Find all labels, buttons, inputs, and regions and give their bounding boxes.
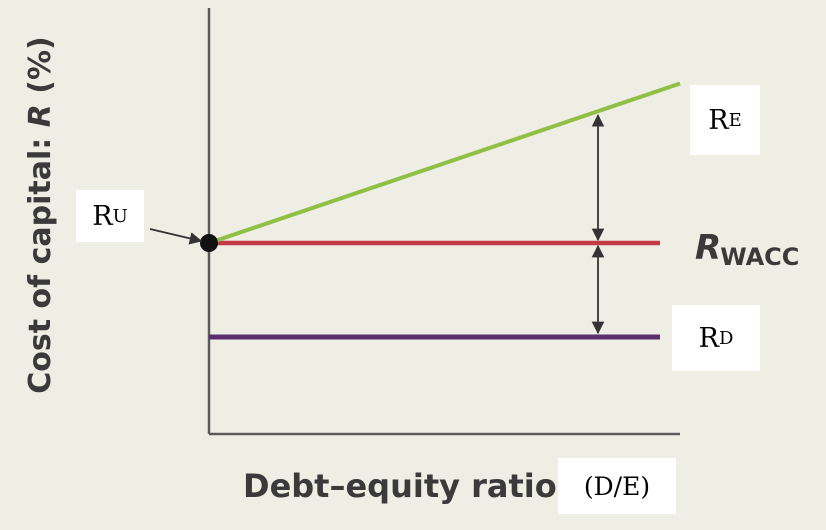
- ru-label-sub: U: [112, 205, 128, 227]
- series-line-re: [208, 81, 681, 245]
- ru-pointer-arrow: [149, 228, 203, 245]
- ru-point: [200, 234, 218, 252]
- rwacc-label: RWACC: [695, 228, 799, 271]
- ru-label-main: R: [92, 200, 113, 232]
- y-axis-label: Cost of capital: R (%): [23, 36, 58, 394]
- series-layer: [200, 81, 681, 340]
- de-label: (D/E): [558, 458, 676, 514]
- rd-label-main: R: [698, 322, 719, 354]
- re-label-sub: E: [728, 109, 742, 131]
- rd-label-sub: D: [718, 327, 734, 349]
- annotation-layer: [149, 113, 605, 335]
- rwacc-label-main: R: [695, 228, 721, 268]
- x-axis-label: Debt–equity ratio: [243, 467, 557, 505]
- re-label-main: R: [708, 104, 729, 136]
- rwacc-label-sub: WACC: [720, 243, 800, 271]
